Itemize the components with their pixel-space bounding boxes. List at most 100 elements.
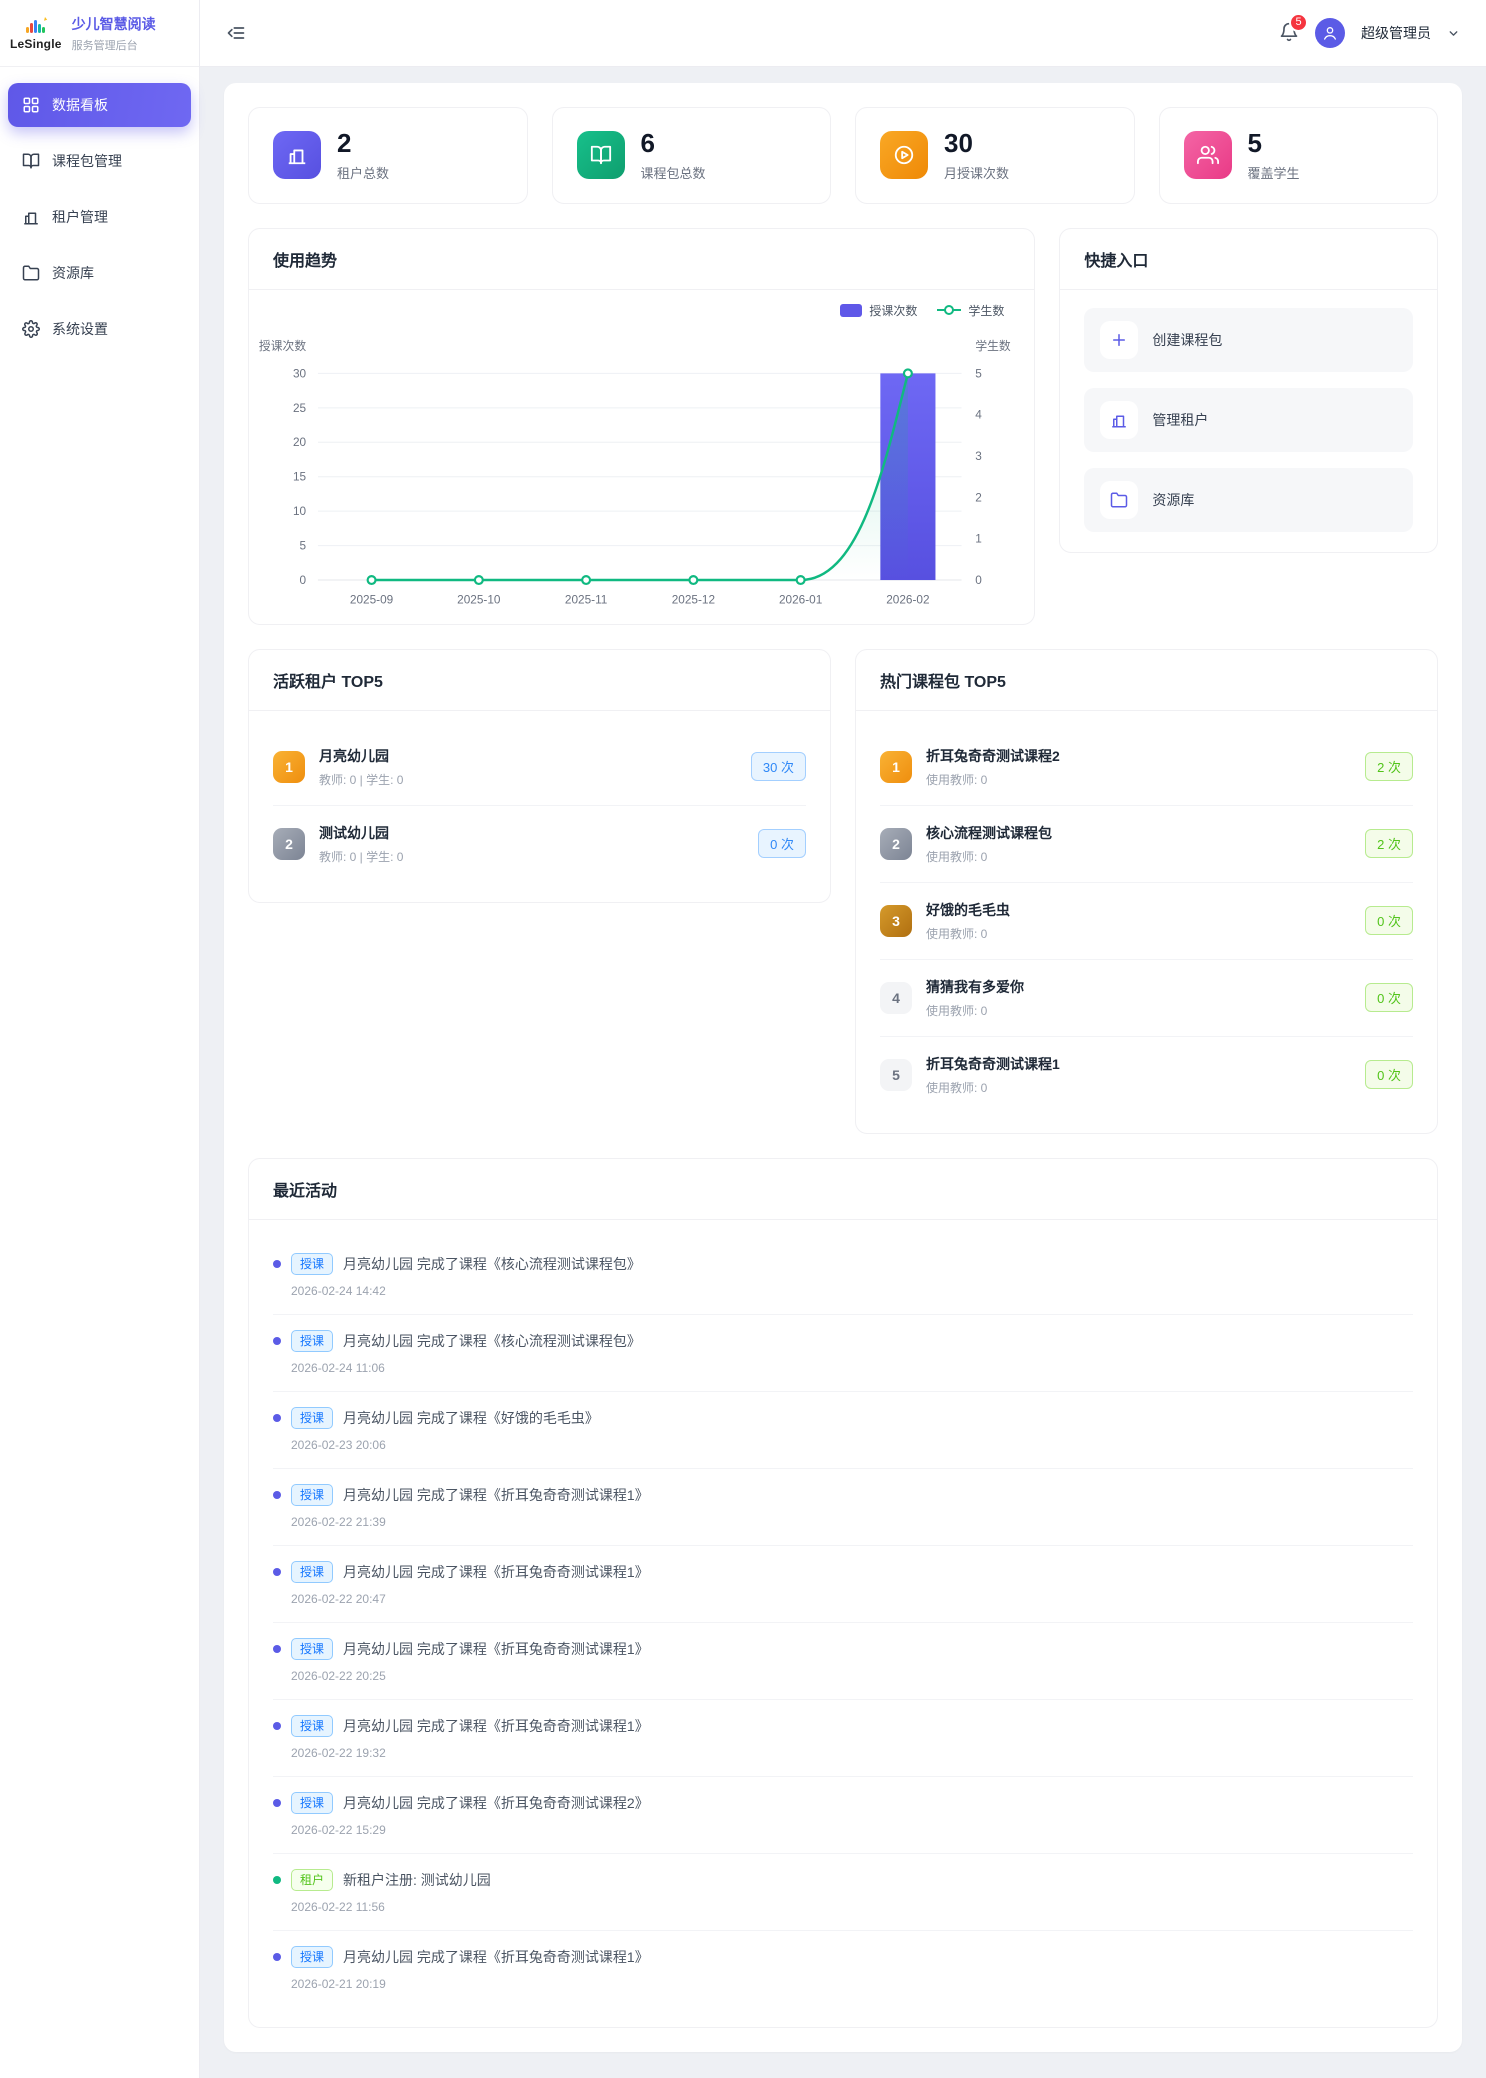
logo: LeSingle 少儿智慧阅读 服务管理后台 [0, 0, 199, 67]
usage-count-pill: 2 次 [1365, 752, 1413, 782]
quick-entry-list: 创建课程包 管理租户 [1060, 290, 1437, 552]
sidebar-item-label: 租户管理 [52, 209, 108, 225]
stat-value: 30 [944, 128, 973, 158]
sidebar-item-tenants[interactable]: 租户管理 [8, 195, 191, 239]
folder-icon [1100, 480, 1139, 519]
rank-badge: 2 [273, 827, 305, 860]
tenant-row[interactable]: 2 测试幼儿园 教师: 0 | 学生: 0 0 次 [273, 806, 806, 882]
usage-trend-title: 使用趋势 [249, 229, 1035, 290]
course-row[interactable]: 4 猜猜我有多爱你 使用教师: 0 0 次 [880, 960, 1413, 1037]
tenant-name: 测试幼儿园 [319, 824, 389, 841]
course-name: 折耳兔奇奇测试课程1 [926, 1055, 1060, 1072]
topbar: 5 超级管理员 [200, 0, 1486, 67]
quick-entry-title: 快捷入口 [1060, 229, 1437, 290]
quick-item-label: 创建课程包 [1152, 331, 1223, 348]
sidebar-item-dashboard[interactable]: 数据看板 [8, 83, 191, 127]
sidebar-collapse-icon[interactable] [226, 23, 246, 43]
activity-text: 月亮幼儿园 完成了课程《折耳兔奇奇测试课程1》 [343, 1948, 649, 1965]
hot-courses-title: 热门课程包 TOP5 [856, 650, 1437, 711]
stat-label: 覆盖学生 [1247, 165, 1300, 181]
activity-text: 月亮幼儿园 完成了课程《好饿的毛毛虫》 [343, 1409, 599, 1426]
quick-item-create-course[interactable]: 创建课程包 [1084, 307, 1413, 372]
user-name[interactable]: 超级管理员 [1361, 25, 1431, 41]
activity-dot [273, 1336, 281, 1345]
chevron-down-icon[interactable] [1447, 27, 1460, 40]
stat-label: 课程包总数 [640, 165, 706, 181]
activity-text: 月亮幼儿园 完成了课程《核心流程测试课程包》 [343, 1332, 641, 1349]
tenant-info: 测试幼儿园 教师: 0 | 学生: 0 [319, 823, 744, 865]
svg-text:3: 3 [975, 449, 982, 463]
stat-label: 租户总数 [337, 165, 390, 181]
sidebar-item-settings[interactable]: 系统设置 [8, 307, 191, 351]
activity-row: 授课 月亮幼儿园 完成了课程《核心流程测试课程包》 2026-02-24 11:… [273, 1315, 1413, 1392]
activity-dot [273, 1644, 281, 1653]
course-meta: 使用教师: 0 [926, 1080, 988, 1095]
activity-type-tag: 授课 [291, 1714, 334, 1737]
activity-type-tag: 授课 [291, 1483, 334, 1506]
stat-card-tenants: 2 租户总数 [248, 107, 528, 204]
tenant-meta: 教师: 0 | 学生: 0 [319, 849, 404, 864]
activity-timestamp: 2026-02-24 11:06 [291, 1360, 385, 1375]
activity-type-tag: 授课 [291, 1791, 334, 1814]
activity-row: 授课 月亮幼儿园 完成了课程《折耳兔奇奇测试课程1》 2026-02-22 19… [273, 1700, 1413, 1777]
chart-legend: 授课次数 学生数 [840, 302, 1004, 319]
activity-type-tag: 授课 [291, 1637, 334, 1660]
stat-value: 2 [337, 128, 352, 158]
usage-trend-card: 使用趋势 授课次数 学生数 [248, 227, 1036, 625]
activity-dot [273, 1875, 281, 1884]
svg-text:20: 20 [293, 435, 307, 449]
svg-text:2025-09: 2025-09 [350, 592, 393, 606]
course-meta: 使用教师: 0 [926, 926, 988, 941]
course-name: 核心流程测试课程包 [926, 824, 1052, 841]
sidebar-item-course-packages[interactable]: 课程包管理 [8, 139, 191, 183]
legend-item-students[interactable]: 学生数 [937, 302, 1004, 319]
activity-type-tag: 授课 [291, 1560, 334, 1583]
sidebar-item-label: 资源库 [52, 265, 94, 281]
active-tenants-card: 活跃租户 TOP5 1 月亮幼儿园 教师: 0 | 学生: 0 [248, 648, 831, 903]
course-row[interactable]: 2 核心流程测试课程包 使用教师: 0 2 次 [880, 806, 1413, 883]
quick-item-label: 资源库 [1152, 491, 1195, 508]
notification-bell-icon[interactable]: 5 [1279, 12, 1308, 45]
activity-dot [273, 1413, 281, 1422]
usage-count-pill: 0 次 [1365, 906, 1413, 936]
sidebar-item-resources[interactable]: 资源库 [8, 251, 191, 295]
dashboard-icon [22, 96, 40, 114]
activity-dot [273, 1259, 281, 1268]
avatar[interactable] [1315, 18, 1345, 48]
tenant-info: 月亮幼儿园 教师: 0 | 学生: 0 [319, 746, 737, 788]
course-row[interactable]: 1 折耳兔奇奇测试课程2 使用教师: 0 2 次 [880, 729, 1413, 806]
book-icon [22, 152, 40, 170]
stat-value: 6 [640, 128, 655, 158]
sidebar: LeSingle 少儿智慧阅读 服务管理后台 数据看板 [0, 0, 200, 2078]
svg-text:0: 0 [300, 573, 307, 587]
brand-block: 少儿智慧阅读 服务管理后台 [72, 14, 156, 53]
course-row[interactable]: 3 好饿的毛毛虫 使用教师: 0 0 次 [880, 883, 1413, 960]
course-row[interactable]: 5 折耳兔奇奇测试课程1 使用教师: 0 0 次 [880, 1037, 1413, 1113]
rank-badge: 2 [880, 827, 912, 860]
building-icon [273, 131, 321, 180]
svg-text:4: 4 [975, 407, 982, 421]
legend-label: 授课次数 [869, 303, 918, 318]
quick-item-label: 管理租户 [1152, 411, 1209, 428]
legend-item-lessons[interactable]: 授课次数 [840, 302, 917, 319]
quick-item-resources[interactable]: 资源库 [1084, 467, 1413, 532]
sidebar-nav: 数据看板 课程包管理 租户管理 [0, 67, 199, 367]
activity-text: 月亮幼儿园 完成了课程《折耳兔奇奇测试课程1》 [343, 1563, 649, 1580]
dashboard-panel: 2 租户总数 6 课程包总数 [224, 83, 1462, 2052]
topbar-right: 5 超级管理员 [1279, 12, 1460, 48]
tenant-row[interactable]: 1 月亮幼儿园 教师: 0 | 学生: 0 30 次 [273, 729, 806, 806]
quick-item-manage-tenants[interactable]: 管理租户 [1084, 387, 1413, 452]
activity-type-tag: 授课 [291, 1945, 334, 1968]
activity-timestamp: 2026-02-24 14:42 [291, 1283, 386, 1298]
plus-icon [1100, 320, 1139, 359]
logo-mark-icon: LeSingle [10, 16, 62, 51]
activity-text: 月亮幼儿园 完成了课程《折耳兔奇奇测试课程1》 [343, 1640, 649, 1657]
course-info: 折耳兔奇奇测试课程2 使用教师: 0 [926, 746, 1351, 788]
activity-dot [273, 1798, 281, 1807]
course-info: 好饿的毛毛虫 使用教师: 0 [926, 900, 1351, 942]
stat-value: 5 [1247, 128, 1262, 158]
activity-text: 月亮幼儿园 完成了课程《折耳兔奇奇测试课程1》 [343, 1486, 649, 1503]
activity-dot [273, 1952, 281, 1961]
svg-text:学生数: 学生数 [975, 338, 1011, 352]
activity-row: 授课 月亮幼儿园 完成了课程《折耳兔奇奇测试课程1》 2026-02-22 20… [273, 1623, 1413, 1700]
